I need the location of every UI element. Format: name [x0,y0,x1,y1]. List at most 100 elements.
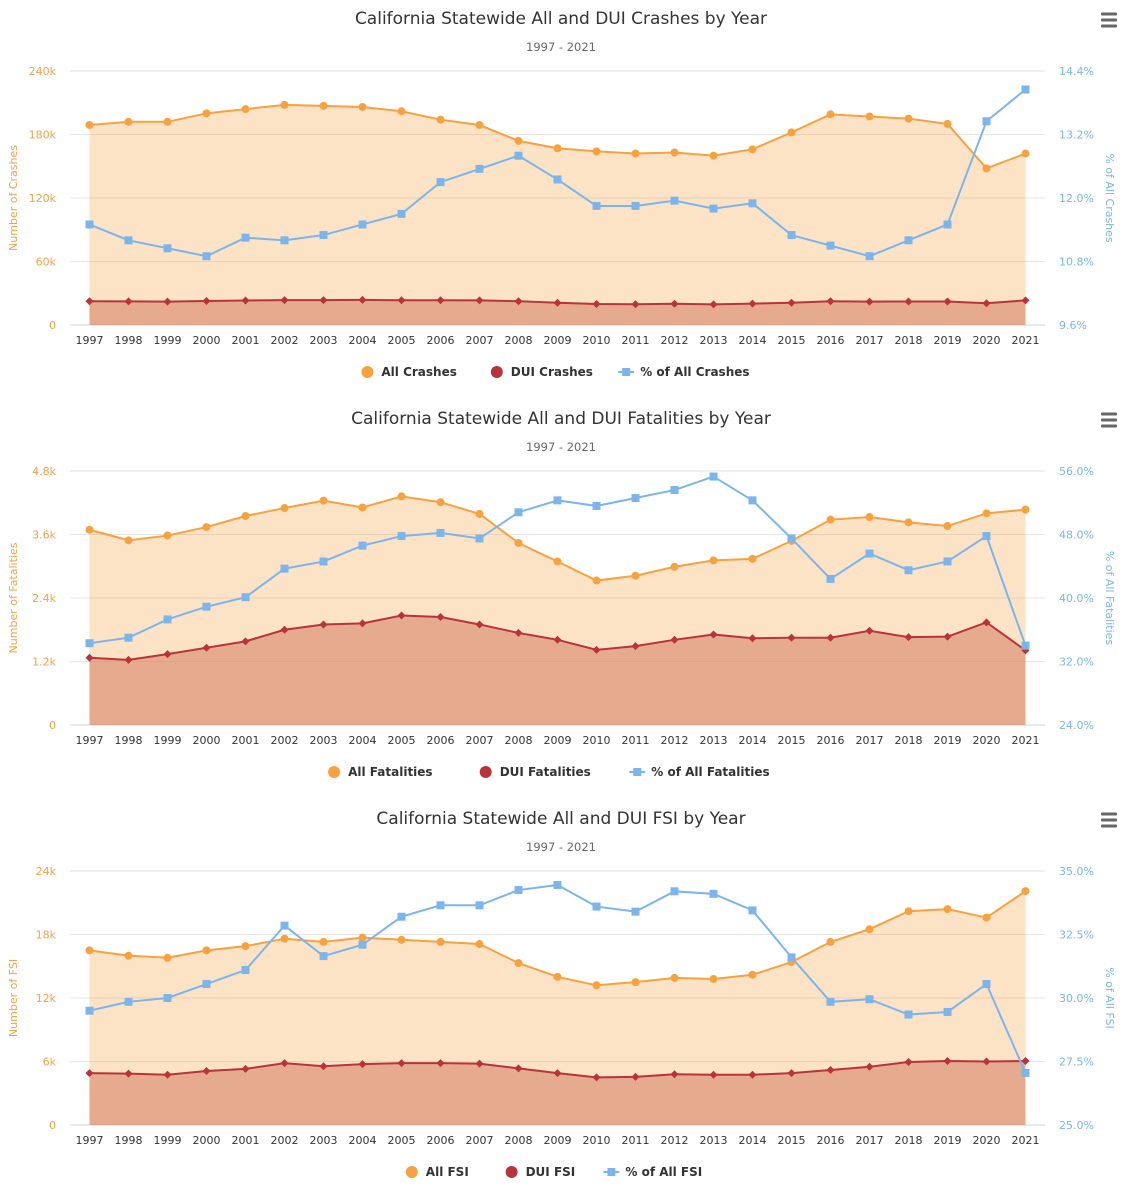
legend-item-dui-fatalities[interactable]: DUI Fatalities [479,765,591,779]
dui-point[interactable] [358,295,367,304]
pct-point[interactable] [475,164,484,173]
pct-point[interactable] [592,201,601,210]
all-point[interactable] [631,149,640,158]
pct-point[interactable] [1021,641,1030,650]
all-point[interactable] [280,100,289,109]
all-point[interactable] [631,571,640,580]
dui-point[interactable] [592,300,601,309]
dui-point[interactable] [631,300,640,309]
dui-point[interactable] [436,1059,445,1068]
pct-point[interactable] [436,901,445,910]
all-point[interactable] [748,970,757,979]
all-point[interactable] [709,151,718,160]
dui-point[interactable] [514,297,523,306]
all-point[interactable] [241,942,250,951]
dui-point[interactable] [358,1060,367,1069]
dui-point[interactable] [397,1059,406,1068]
all-point[interactable] [904,518,913,527]
all-point[interactable] [592,981,601,990]
pct-point[interactable] [631,201,640,210]
pct-point[interactable] [241,966,250,975]
all-point[interactable] [319,496,328,505]
all-point[interactable] [631,978,640,987]
dui-point[interactable] [709,1070,718,1079]
pct-point[interactable] [982,532,991,541]
all-point[interactable] [163,953,172,962]
all-point[interactable] [1021,149,1030,158]
pct-point[interactable] [202,602,211,611]
all-point[interactable] [163,117,172,126]
pct-point[interactable] [1021,85,1030,94]
all-point[interactable] [553,144,562,153]
pct-point[interactable] [709,204,718,213]
pct-point[interactable] [709,472,718,481]
pct-point[interactable] [1021,1068,1030,1077]
legend-item-dui-crashes[interactable]: DUI Crashes [490,365,593,379]
dui-point[interactable] [163,297,172,306]
pct-point[interactable] [514,508,523,517]
pct-point[interactable] [475,901,484,910]
pct-point[interactable] [787,534,796,543]
legend-item-all-fsi[interactable]: All FSI [405,1165,469,1179]
dui-point[interactable] [943,632,952,641]
dui-point[interactable] [202,1067,211,1076]
all-point[interactable] [1021,505,1030,514]
menu-icon[interactable] [1096,410,1120,432]
all-point[interactable] [358,933,367,942]
all-point[interactable] [436,937,445,946]
pct-point[interactable] [943,220,952,229]
dui-point[interactable] [748,634,757,643]
pct-point[interactable] [709,889,718,898]
pct-point[interactable] [163,244,172,253]
dui-point[interactable] [85,653,94,662]
pct-point[interactable] [670,486,679,495]
pct-point[interactable] [670,887,679,896]
dui-point[interactable] [475,620,484,629]
dui-point[interactable] [163,1070,172,1079]
pct-point[interactable] [865,252,874,261]
dui-point[interactable] [826,297,835,306]
all-point[interactable] [202,523,211,532]
all-point[interactable] [709,974,718,983]
pct-point[interactable] [358,220,367,229]
menu-icon[interactable] [1096,10,1120,32]
pct-point[interactable] [280,564,289,573]
all-point[interactable] [397,492,406,501]
all-point[interactable] [85,525,94,534]
pct-point[interactable] [280,921,289,930]
pct-point[interactable] [865,549,874,558]
dui-point[interactable] [85,1069,94,1078]
all-point[interactable] [514,959,523,968]
pct-point[interactable] [904,566,913,575]
all-point[interactable] [982,913,991,922]
pct-point[interactable] [943,1007,952,1016]
all-point[interactable] [787,128,796,137]
all-point[interactable] [865,925,874,934]
dui-point[interactable] [280,1059,289,1068]
all-point[interactable] [514,538,523,547]
pct-point[interactable] [85,220,94,229]
pct-point[interactable] [202,980,211,989]
pct-point[interactable] [436,528,445,537]
all-point[interactable] [670,562,679,571]
dui-point[interactable] [553,635,562,644]
all-point[interactable] [124,536,133,545]
pct-point[interactable] [748,906,757,915]
all-point[interactable] [436,115,445,124]
dui-point[interactable] [397,296,406,305]
pct-point[interactable] [358,541,367,550]
all-point[interactable] [280,504,289,513]
pct-point[interactable] [904,1010,913,1019]
pct-point[interactable] [748,496,757,505]
pct-point[interactable] [943,557,952,566]
dui-point[interactable] [514,628,523,637]
dui-point[interactable] [124,655,133,664]
pct-point[interactable] [475,534,484,543]
dui-point[interactable] [826,633,835,642]
pct-point[interactable] [319,231,328,240]
all-point[interactable] [85,120,94,129]
dui-point[interactable] [280,625,289,634]
pct-point[interactable] [319,952,328,961]
pct-point[interactable] [397,912,406,921]
dui-point[interactable] [826,1065,835,1074]
